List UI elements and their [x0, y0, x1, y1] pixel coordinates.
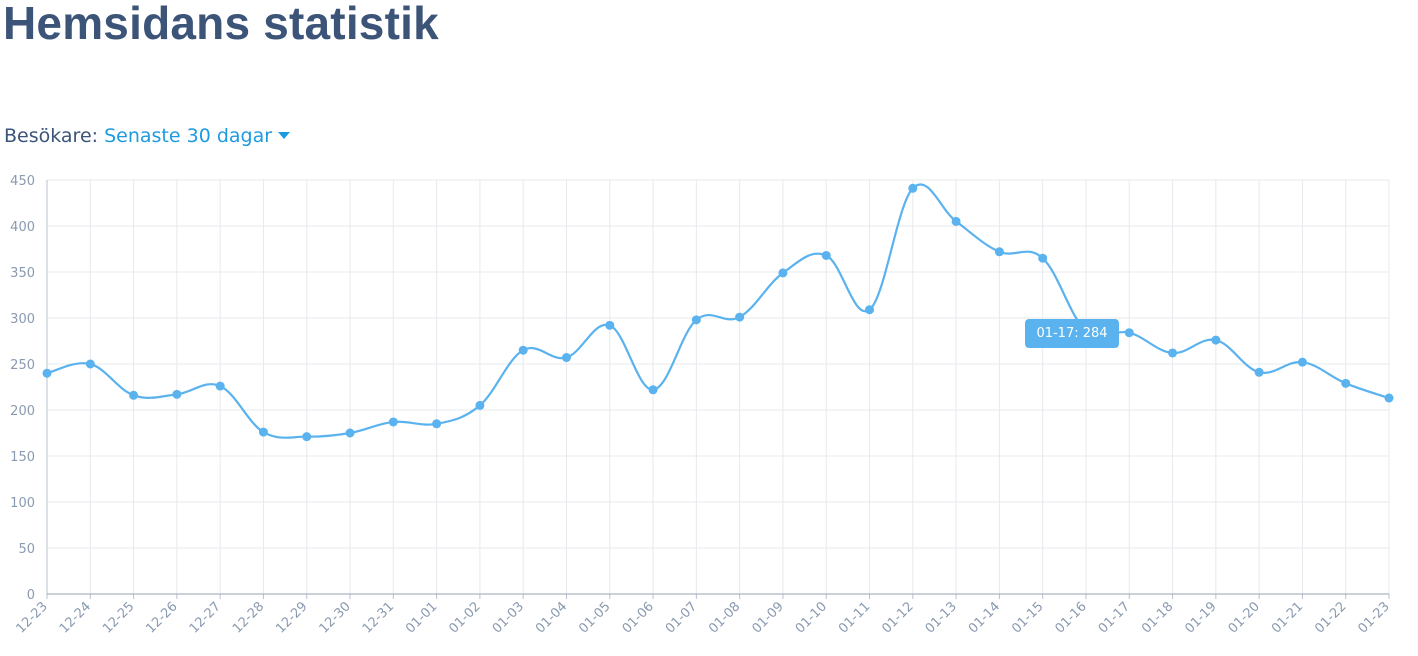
- x-tick-label: 01-03: [490, 599, 527, 636]
- x-tick-label: 12-23: [14, 599, 51, 636]
- data-point[interactable]: [1341, 378, 1351, 388]
- chevron-down-icon: [278, 132, 291, 139]
- y-tick-label: 150: [10, 450, 35, 465]
- data-point[interactable]: [1384, 393, 1394, 403]
- data-point[interactable]: [302, 432, 312, 442]
- x-tick-label: 01-08: [706, 599, 743, 636]
- data-point[interactable]: [345, 428, 355, 438]
- data-point[interactable]: [129, 390, 139, 400]
- data-point[interactable]: [172, 389, 182, 399]
- x-tick-label: 12-28: [230, 599, 267, 636]
- x-tick-label: 12-29: [273, 599, 310, 636]
- x-tick-label: 01-12: [879, 599, 916, 636]
- data-point[interactable]: [1168, 348, 1178, 358]
- y-tick-label: 50: [18, 542, 35, 557]
- data-point[interactable]: [215, 381, 225, 391]
- data-point[interactable]: [951, 216, 961, 226]
- y-tick-label: 300: [10, 312, 35, 327]
- y-tick-label: 100: [10, 496, 35, 511]
- data-point[interactable]: [561, 353, 571, 363]
- x-tick-label: 01-22: [1312, 599, 1349, 636]
- data-point[interactable]: [605, 320, 615, 330]
- x-tick-label: 01-21: [1269, 599, 1306, 636]
- y-tick-label: 450: [10, 174, 35, 189]
- data-point[interactable]: [735, 312, 745, 322]
- y-tick-label: 250: [10, 358, 35, 373]
- x-tick-label: 01-17: [1096, 599, 1133, 636]
- x-tick-label: 01-13: [923, 599, 960, 636]
- data-point[interactable]: [1254, 367, 1264, 377]
- x-tick-label: 01-23: [1356, 599, 1393, 636]
- x-tick-label: 01-06: [620, 599, 657, 636]
- page-title: Hemsidans statistik: [3, 0, 439, 49]
- x-tick-label: 01-15: [1009, 599, 1046, 636]
- x-tick-label: 12-25: [100, 599, 137, 636]
- visitor-filter: Besökare: Senaste 30 dagar: [4, 123, 291, 149]
- data-point[interactable]: [1297, 357, 1307, 367]
- x-tick-label: 01-07: [663, 599, 700, 636]
- data-points: [42, 183, 1394, 442]
- y-tick-label: 350: [10, 266, 35, 281]
- data-point[interactable]: [258, 427, 268, 437]
- x-tick-label: 01-20: [1226, 599, 1263, 636]
- data-point[interactable]: [908, 183, 918, 193]
- data-point[interactable]: [432, 419, 442, 429]
- data-point[interactable]: [821, 250, 831, 260]
- x-tick-label: 12-30: [317, 599, 354, 636]
- x-tick-label: 01-04: [533, 599, 570, 636]
- data-point[interactable]: [691, 315, 701, 325]
- data-tooltip: 01-17: 284: [1025, 319, 1119, 348]
- data-point[interactable]: [1038, 253, 1048, 263]
- data-point[interactable]: [1124, 328, 1134, 338]
- data-point[interactable]: [85, 359, 95, 369]
- period-dropdown-value: Senaste 30 dagar: [104, 125, 273, 147]
- x-tick-label: 01-11: [836, 599, 873, 636]
- chart-axes: [46, 180, 1390, 599]
- x-tick-label: 01-05: [576, 599, 613, 636]
- x-tick-label: 01-10: [793, 599, 830, 636]
- x-tick-label: 01-14: [966, 599, 1003, 636]
- x-tick-label: 01-01: [403, 599, 440, 636]
- x-tick-label: 01-19: [1182, 599, 1219, 636]
- chart-grid: [47, 179, 1390, 594]
- data-point[interactable]: [778, 268, 788, 278]
- data-point[interactable]: [518, 345, 528, 355]
- y-tick-label: 0: [27, 588, 35, 603]
- x-tick-label: 12-31: [360, 599, 397, 636]
- filter-label: Besökare:: [4, 125, 99, 147]
- y-tick-label: 200: [10, 404, 35, 419]
- x-tick-label: 01-18: [1139, 599, 1176, 636]
- x-tick-label: 12-27: [187, 599, 224, 636]
- data-point[interactable]: [648, 385, 658, 395]
- data-point[interactable]: [388, 417, 398, 427]
- data-point[interactable]: [865, 305, 875, 315]
- x-tick-label: 01-16: [1052, 599, 1089, 636]
- x-axis-labels: 12-23 12-24 12-25 12-26 12-27 12-28 12-29 12-30…: [14, 599, 1393, 636]
- series-line: [46, 183, 1390, 439]
- x-tick-label: 12-24: [57, 599, 94, 636]
- x-tick-label: 01-09: [749, 599, 786, 636]
- period-dropdown[interactable]: Senaste 30 dagar: [104, 125, 291, 147]
- x-tick-label: 01-02: [446, 599, 483, 636]
- x-tick-label: 12-26: [143, 599, 180, 636]
- y-axis-labels: 0 50 100 150 200 250 300 350 400 450: [10, 174, 35, 603]
- data-point[interactable]: [475, 400, 485, 410]
- y-tick-label: 400: [10, 220, 35, 235]
- data-point[interactable]: [42, 368, 52, 378]
- data-point[interactable]: [994, 247, 1004, 257]
- data-point[interactable]: [1211, 335, 1221, 345]
